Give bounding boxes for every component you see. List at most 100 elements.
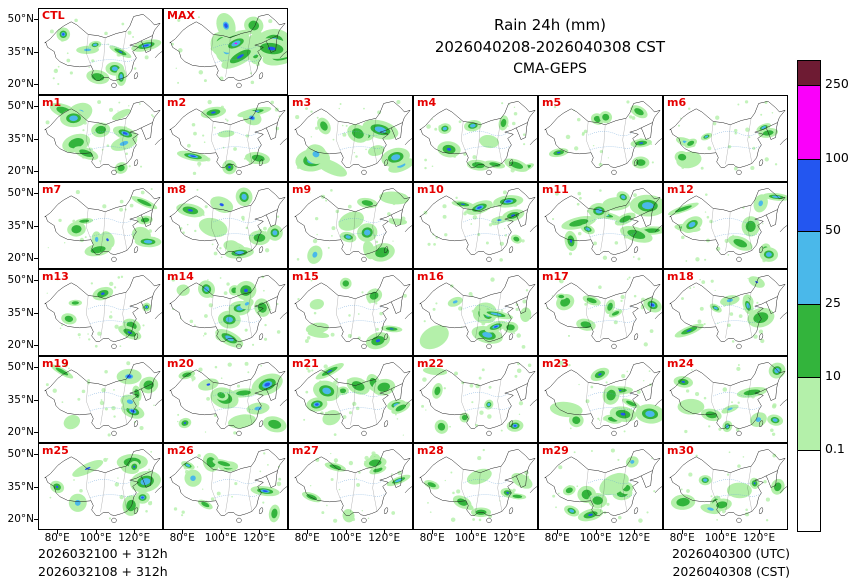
x-axis-tick — [220, 530, 222, 534]
panel-label: m4 — [417, 96, 437, 109]
x-axis-tick — [509, 530, 511, 534]
map-panel-m25: m25 — [38, 443, 163, 530]
y-axis-label: 50°N — [7, 186, 34, 199]
y-axis-label: 20°N — [7, 252, 34, 265]
x-axis-tick — [720, 530, 722, 534]
x-axis-label: 100°E — [79, 532, 112, 544]
panel-label: m25 — [42, 444, 69, 457]
panel-label: m11 — [542, 183, 569, 196]
precipitation-map-m18 — [669, 275, 787, 349]
y-axis-label: 35°N — [7, 219, 34, 232]
y-axis-tick — [34, 366, 38, 368]
map-panel-m13: m13 — [38, 269, 163, 356]
panel-label: m15 — [292, 270, 319, 283]
precipitation-map-m23 — [544, 360, 662, 436]
precipitation-map-m6 — [669, 100, 787, 175]
y-axis-label: 20°N — [7, 78, 34, 91]
map-panel-m27: m27 — [288, 443, 413, 530]
map-panel-ctl: CTL — [38, 8, 163, 95]
y-axis-label: 35°N — [7, 132, 34, 145]
colorbar — [797, 60, 821, 532]
x-axis-label: 100°E — [204, 532, 237, 544]
panel-label: m1 — [42, 96, 62, 109]
panel-label: m5 — [542, 96, 562, 109]
x-axis-tick — [259, 530, 261, 534]
colorbar-level-label: 10 — [825, 368, 841, 383]
map-panel-m24: m24 — [663, 356, 788, 443]
map-panel-m28: m28 — [413, 443, 538, 530]
x-axis-label: 80°E — [419, 532, 445, 544]
map-panel-m11: m11 — [538, 182, 663, 269]
x-axis-tick — [557, 530, 559, 534]
y-axis-label: 50°N — [7, 360, 34, 373]
valid-time-labels: 2026040300 (UTC) 2026040308 (CST) — [540, 545, 790, 581]
panel-label: m7 — [42, 183, 62, 196]
x-axis-tick — [682, 530, 684, 534]
x-axis-label: 120°E — [368, 532, 401, 544]
y-axis-tick — [34, 171, 38, 173]
y-axis-label: 20°N — [7, 426, 34, 439]
precipitation-map-m3 — [294, 100, 412, 177]
x-axis-label: 100°E — [704, 532, 737, 544]
panel-label: m13 — [42, 270, 69, 283]
figure-valid-period: 2026040208-2026040308 CST — [434, 38, 666, 56]
map-panel-m26: m26 — [163, 443, 288, 530]
y-axis-tick — [34, 519, 38, 521]
x-axis-tick — [759, 530, 761, 534]
panel-label: m14 — [167, 270, 194, 283]
precipitation-map-m12 — [667, 188, 787, 263]
panel-label: m6 — [667, 96, 687, 109]
y-axis-tick — [34, 138, 38, 140]
precipitation-map-m9 — [294, 188, 412, 264]
colorbar-level-label: 250 — [825, 76, 849, 91]
y-axis-label: 50°N — [7, 273, 34, 286]
precipitation-map-m27 — [294, 449, 412, 523]
panel-label: m20 — [167, 357, 194, 370]
panel-label: m2 — [167, 96, 187, 109]
x-axis-tick — [634, 530, 636, 534]
colorbar-segment — [798, 450, 820, 531]
precipitation-map-m21 — [294, 362, 412, 437]
map-panel-m20: m20 — [163, 356, 288, 443]
map-panel-m5: m5 — [538, 95, 663, 182]
map-panel-m1: m1 — [38, 95, 163, 182]
colorbar-segment — [798, 159, 820, 231]
y-axis-label: 20°N — [7, 513, 34, 526]
y-axis-tick — [34, 105, 38, 107]
precipitation-map-m20 — [169, 361, 287, 436]
map-panel-m21: m21 — [288, 356, 413, 443]
map-panel-m29: m29 — [538, 443, 663, 530]
y-axis-tick — [34, 258, 38, 260]
init-time-line2: 2026032108 + 312h — [38, 564, 168, 579]
x-axis-label: 120°E — [243, 532, 276, 544]
map-panel-m9: m9 — [288, 182, 413, 269]
y-axis-label: 20°N — [7, 339, 34, 352]
precipitation-map-m5 — [544, 100, 662, 175]
x-axis-label: 100°E — [579, 532, 612, 544]
map-panel-m30: m30 — [663, 443, 788, 530]
precipitation-map-m24 — [669, 362, 787, 436]
y-axis-label: 50°N — [7, 99, 34, 112]
map-panel-m3: m3 — [288, 95, 413, 182]
panel-label: CTL — [42, 9, 65, 22]
map-panel-m6: m6 — [663, 95, 788, 182]
x-axis-label: 80°E — [44, 532, 70, 544]
map-panel-m14: m14 — [163, 269, 288, 356]
y-axis-label: 35°N — [7, 480, 34, 493]
x-axis-tick — [345, 530, 347, 534]
y-axis-label: 20°N — [7, 165, 34, 178]
x-axis-label: 80°E — [669, 532, 695, 544]
valid-time-line2: 2026040308 (CST) — [672, 564, 790, 579]
y-axis-tick — [34, 399, 38, 401]
precipitation-map-m25 — [44, 449, 162, 523]
panel-label: m28 — [417, 444, 444, 457]
precipitation-map-m30 — [669, 449, 787, 523]
y-axis-tick — [34, 453, 38, 455]
precipitation-map-m22 — [419, 362, 537, 436]
panel-label: m22 — [417, 357, 444, 370]
y-axis-label: 35°N — [7, 45, 34, 58]
precipitation-map-m28 — [419, 448, 537, 523]
y-axis-label: 35°N — [7, 393, 34, 406]
map-panel-m4: m4 — [413, 95, 538, 182]
